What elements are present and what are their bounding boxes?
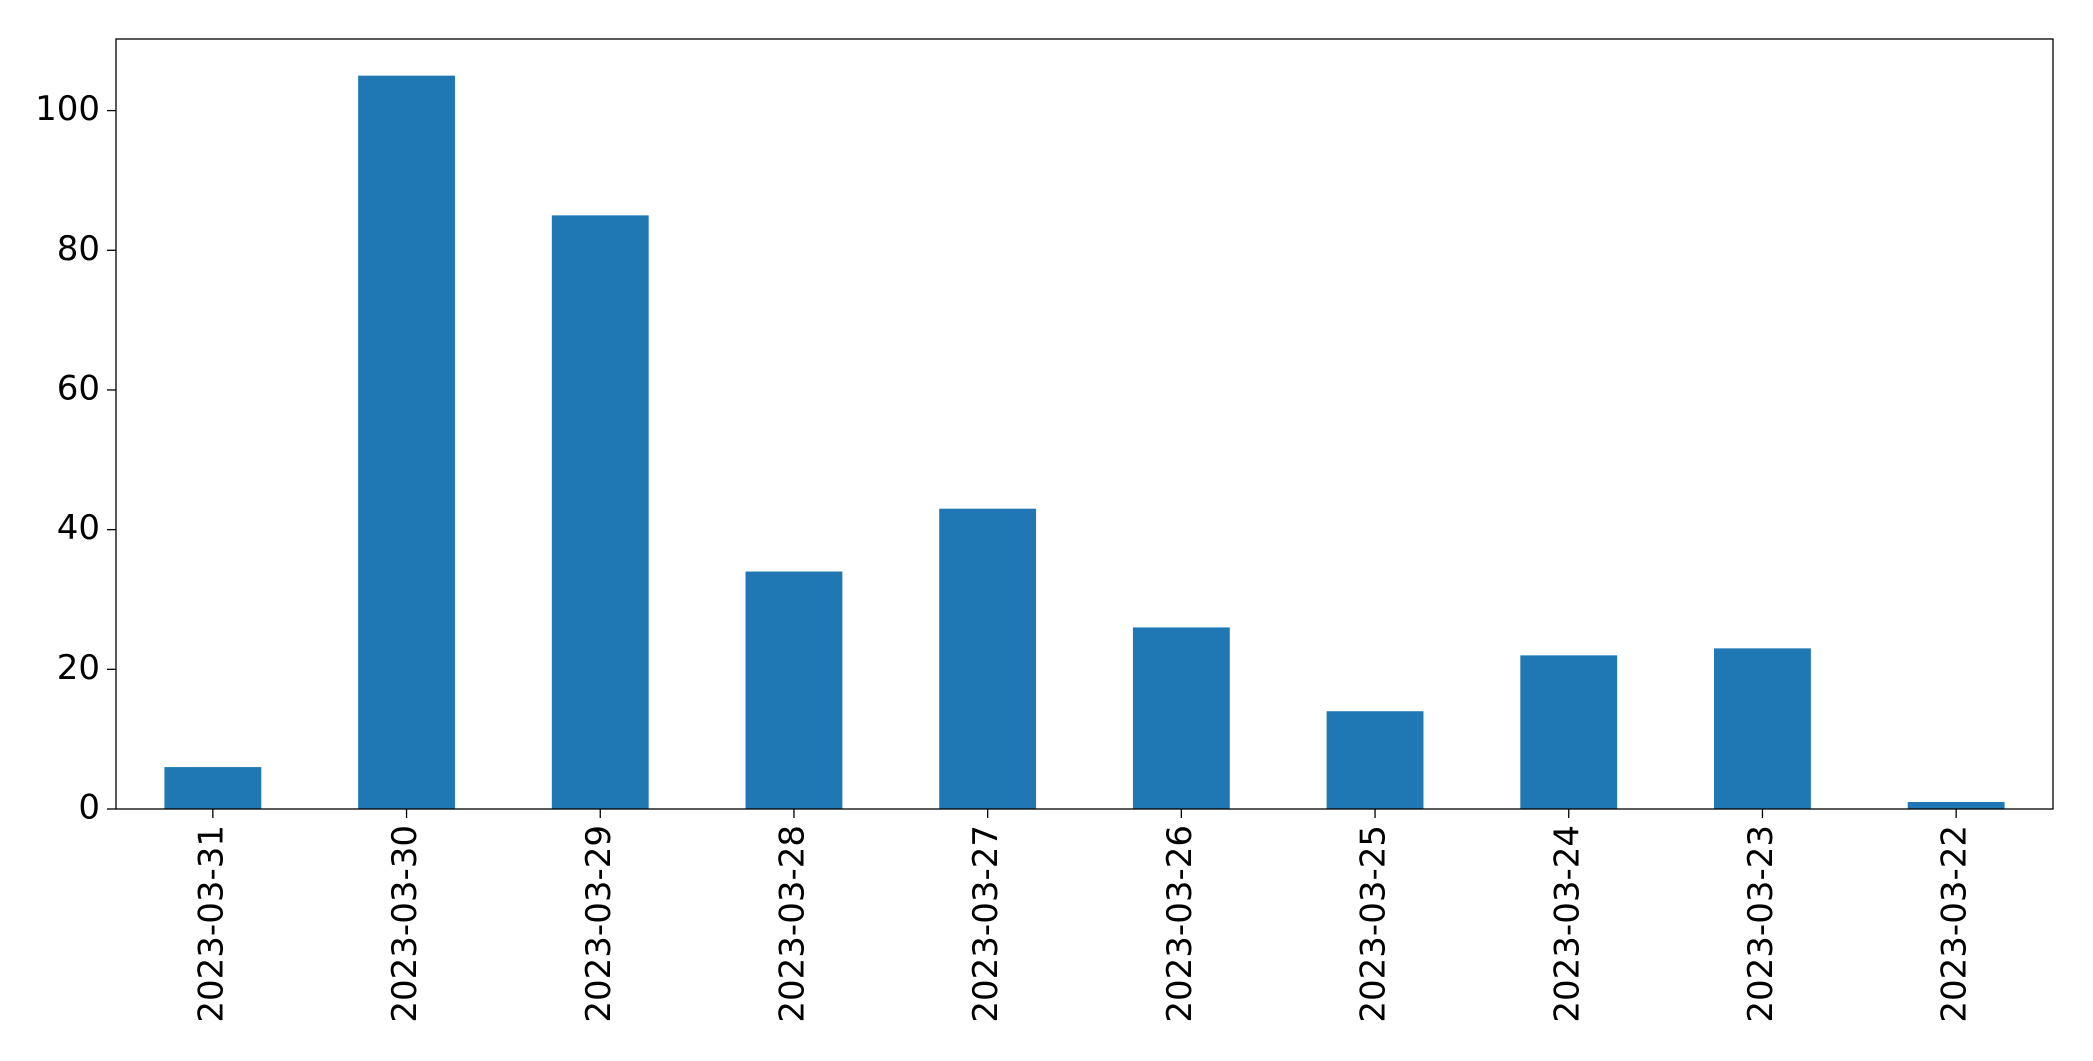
x-tick-label: 2023-03-26 <box>1160 825 1200 1023</box>
x-tick-label: 2023-03-31 <box>191 825 231 1023</box>
y-tick-label: 60 <box>57 368 100 408</box>
bar <box>1907 802 2005 809</box>
y-tick-label: 80 <box>57 229 100 269</box>
plot-frame <box>115 38 2054 810</box>
x-tick-label: 2023-03-23 <box>1741 825 1781 1023</box>
x-tick-label: 2023-03-29 <box>579 825 619 1023</box>
bar <box>1132 627 1230 809</box>
bar <box>164 767 262 809</box>
bar <box>745 571 843 809</box>
x-tick-label: 2023-03-22 <box>1935 825 1975 1023</box>
y-tick-label: 20 <box>57 648 100 688</box>
y-tick-label: 0 <box>78 788 100 828</box>
x-tick-label: 2023-03-30 <box>385 825 425 1023</box>
bar <box>1714 648 1811 809</box>
y-tick-label: 100 <box>35 89 100 129</box>
x-tick-label: 2023-03-28 <box>772 825 812 1023</box>
bar <box>551 215 649 809</box>
x-tick-label: 2023-03-25 <box>1354 825 1394 1023</box>
x-tick-label: 2023-03-24 <box>1547 825 1587 1023</box>
y-tick-label: 40 <box>57 508 100 548</box>
x-tick-label: 2023-03-27 <box>966 825 1006 1023</box>
bar <box>1520 655 1618 809</box>
bar <box>1326 711 1424 809</box>
bar <box>939 508 1037 809</box>
bar <box>358 75 455 809</box>
